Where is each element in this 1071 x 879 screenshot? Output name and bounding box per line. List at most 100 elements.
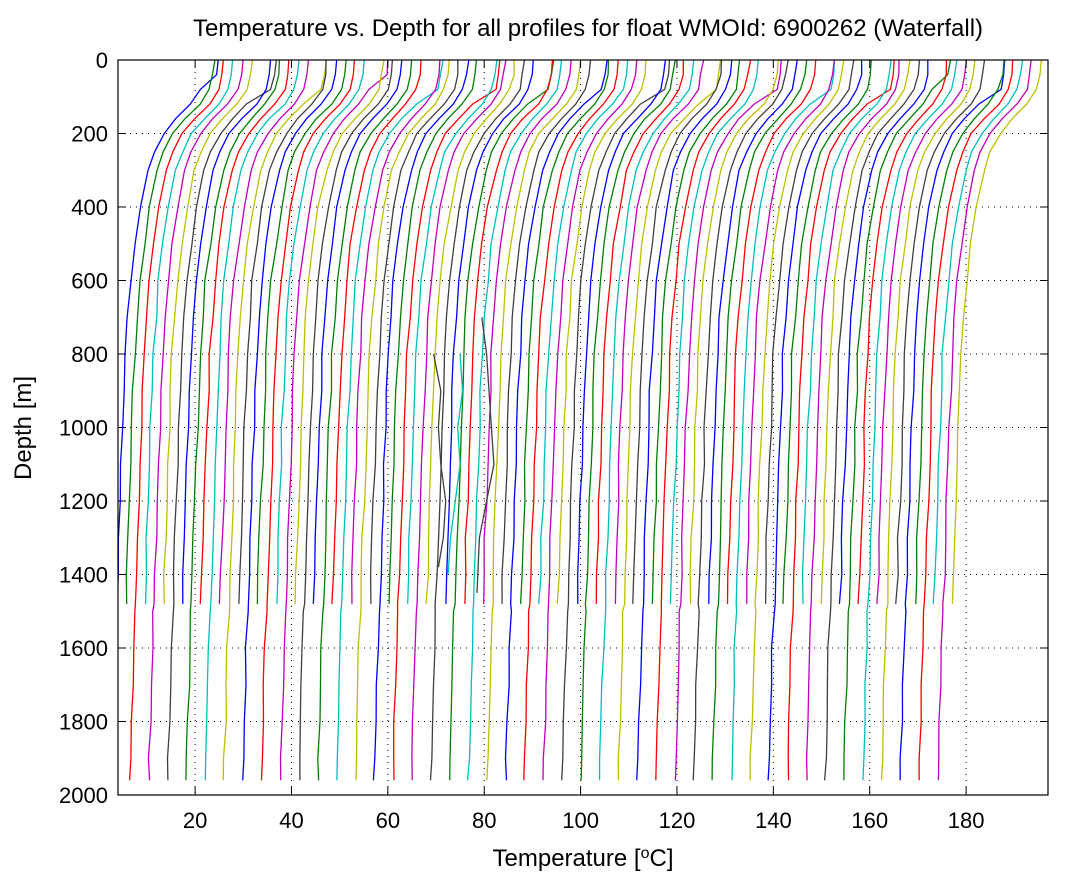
- x-tick-labels: 20 40 60 80 100 120 140 160 180: [183, 808, 985, 833]
- profile-line: [222, 60, 327, 781]
- profile-line: [411, 60, 507, 781]
- profile-line: [260, 60, 356, 781]
- anomalous-profile-line: [476, 317, 495, 593]
- profile-line: [144, 60, 234, 604]
- profile-line: [876, 60, 968, 604]
- chart-title: Temperature vs. Depth for all profiles f…: [193, 15, 983, 42]
- profile-line: [692, 60, 789, 781]
- anomalous-profile-line: [447, 353, 464, 575]
- profile-line: [561, 60, 671, 781]
- profile-line: [351, 60, 441, 604]
- profile-line: [299, 60, 394, 781]
- profile-lines: [118, 60, 1042, 781]
- profile-line: [542, 60, 638, 781]
- profile-line: [162, 60, 254, 604]
- x-tick-label: 80: [472, 808, 496, 833]
- y-tick-label: 600: [71, 269, 108, 294]
- profile-line: [393, 60, 501, 781]
- profile-line: [764, 60, 855, 604]
- profile-line: [669, 60, 759, 604]
- grid-lines: [118, 60, 1048, 795]
- y-tick-label: 200: [71, 122, 108, 147]
- profile-line: [449, 60, 555, 781]
- profile-line: [708, 60, 798, 604]
- profile-line: [166, 60, 278, 781]
- profile-line: [388, 60, 478, 604]
- profile-line: [501, 60, 592, 604]
- profile-line: [182, 60, 272, 604]
- x-tick-label: 160: [851, 808, 888, 833]
- profile-line: [632, 60, 723, 604]
- profile-line: [636, 60, 733, 781]
- profile-line: [838, 60, 929, 604]
- profile-line: [331, 60, 422, 604]
- profile-line: [218, 60, 310, 604]
- profile-line: [937, 60, 1032, 781]
- profile-line: [577, 60, 667, 604]
- profile-line: [425, 60, 515, 604]
- profile-line: [595, 60, 684, 604]
- profile-line: [256, 60, 347, 604]
- y-tick-label: 1400: [59, 563, 108, 588]
- y-tick-label: 0: [96, 48, 108, 73]
- profile-line: [294, 60, 385, 604]
- profile-line: [614, 60, 705, 604]
- profile-line: [204, 60, 300, 781]
- profile-line: [185, 60, 281, 781]
- profile-line: [787, 60, 895, 781]
- profile-line: [805, 60, 900, 781]
- y-tick-label: 400: [71, 195, 108, 220]
- y-tick-label: 1600: [59, 636, 108, 661]
- y-tick-label: 1200: [59, 489, 108, 514]
- profile-line: [899, 60, 1006, 781]
- profile-line: [279, 60, 389, 781]
- profile-line: [538, 60, 629, 604]
- profile-line: [312, 60, 403, 604]
- profile-line: [556, 60, 647, 604]
- profile-line: [689, 60, 779, 604]
- profile-line: [749, 60, 845, 781]
- profile-line: [523, 60, 619, 781]
- profile-line: [932, 60, 1024, 604]
- profile-line: [823, 60, 921, 781]
- profile-line: [895, 60, 986, 604]
- profile-line: [372, 60, 470, 781]
- profile-line: [857, 60, 948, 604]
- x-tick-label: 20: [183, 808, 207, 833]
- profile-line: [651, 60, 741, 604]
- profile-line: [711, 60, 808, 781]
- profile-line: [369, 60, 459, 604]
- profile-line: [731, 60, 835, 781]
- profile-line: [918, 60, 1014, 781]
- x-axis-label: Temperature [oC]: [493, 845, 674, 873]
- profile-line: [519, 60, 610, 604]
- profile-line: [820, 60, 911, 604]
- x-tick-label: 180: [948, 808, 985, 833]
- plot-frame: [117, 59, 1049, 796]
- y-tick-label: 800: [71, 342, 108, 367]
- profile-line: [504, 60, 608, 781]
- y-tick-label: 2000: [59, 783, 108, 808]
- x-tick-label: 60: [376, 808, 400, 833]
- profile-line: [880, 60, 976, 781]
- profile-line: [238, 60, 327, 604]
- y-tick-label: 1800: [59, 710, 108, 735]
- profile-line: [726, 60, 817, 604]
- y-tick-labels: 0 200 400 600 800 1000 1200 1400 1600 1800 2000: [59, 48, 108, 808]
- profile-line: [915, 60, 1005, 604]
- profile-line: [655, 60, 752, 781]
- profile-line: [355, 60, 450, 781]
- profile-line: [242, 60, 338, 781]
- x-axis-label-superscript: o: [641, 845, 650, 862]
- profile-line: [464, 60, 554, 604]
- profile-line: [407, 60, 498, 604]
- profile-line: [843, 60, 952, 781]
- profile-line: [486, 60, 582, 781]
- anomalous-profile-line: [432, 353, 447, 568]
- profile-line: [147, 60, 244, 781]
- profile-line: [336, 60, 444, 781]
- profile-line: [429, 60, 526, 781]
- y-tick-label: 1000: [59, 416, 108, 441]
- profile-line: [617, 60, 722, 781]
